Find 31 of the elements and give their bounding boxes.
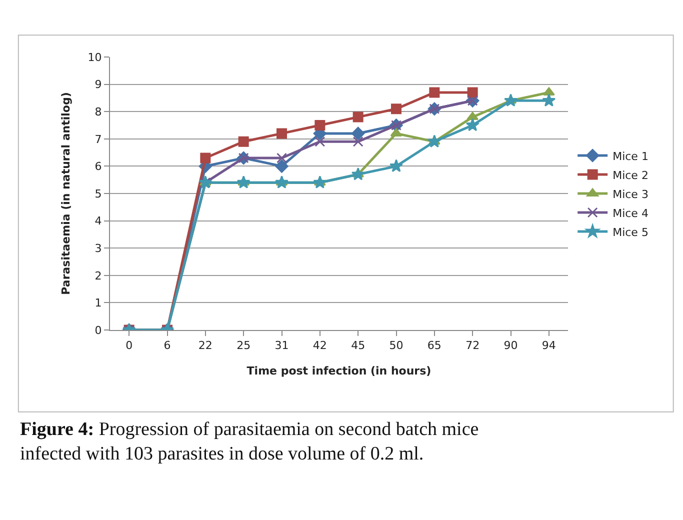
x-tick-label: 22 [198,339,212,352]
x-tick-label: 42 [312,339,327,352]
y-tick-label: 4 [94,214,102,228]
y-tick-label: 5 [94,187,102,200]
y-tick-label: 6 [94,160,102,174]
x-tick-label: 45 [351,339,366,352]
y-tick-label: 0 [94,324,102,337]
y-tick-label: 8 [94,105,102,118]
y-tick-label: 9 [94,78,102,92]
y-axis-title: Parasitaemia (in natural antilog) [59,92,72,295]
legend-label: Mice 2 [612,168,648,182]
x-tick-label: 50 [389,339,404,352]
x-axis-title: Time post infection (in hours) [246,364,432,378]
x-tick-label: 31 [274,339,289,352]
x-tick-label: 25 [236,339,251,352]
y-tick-label: 1 [94,296,102,310]
x-tick-label: 65 [427,339,442,352]
y-tick-label: 2 [94,269,102,282]
legend-label: Mice 1 [612,150,648,163]
legend-label: Mice 4 [612,206,648,220]
y-tick-label: 7 [94,132,102,146]
y-tick-label: 3 [94,242,102,255]
x-tick-label: 72 [466,339,480,352]
caption: Figure 4: Progression of parasitaemia on second batch mice infected with 103 parasites in dose volume of 0.2 ml. [20,419,479,465]
x-tick-label: 0 [126,339,133,352]
x-tick-label: 90 [504,339,518,352]
y-tick-label: 10 [88,50,102,64]
legend-label: Mice 5 [612,226,648,239]
legend-label: Mice 3 [612,188,648,201]
x-tick-label: 6 [164,339,171,352]
x-tick-label: 94 [542,339,556,352]
